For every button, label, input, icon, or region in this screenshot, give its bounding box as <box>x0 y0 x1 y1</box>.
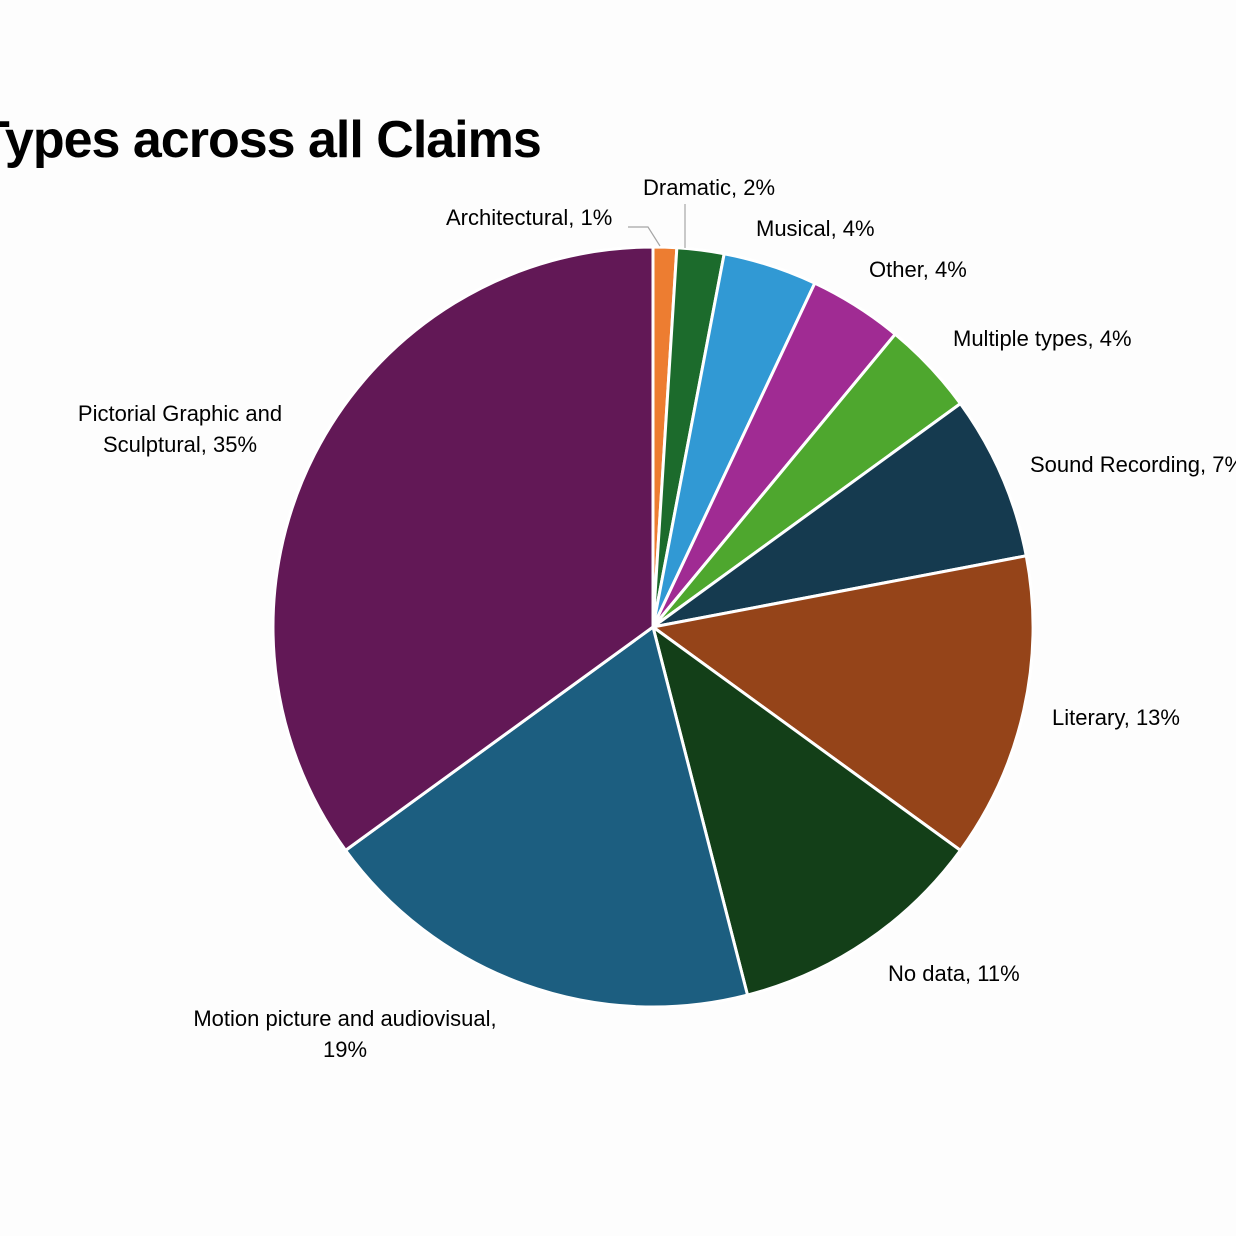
data-label-dramatic: Dramatic, 2% <box>643 175 776 200</box>
chart-title: Types across all Claims <box>0 111 542 169</box>
pie-slice-literary <box>649 554 1035 853</box>
data-label-no-data: No data, 11% <box>888 961 1020 986</box>
data-label-literary: Literary, 13% <box>1052 705 1180 730</box>
pie-slices <box>271 245 1035 1009</box>
data-label-pictorial-line2: Sculptural, 35% <box>102 432 258 457</box>
data-label-motion-picture-line2: 19% <box>322 1037 368 1062</box>
leader-lines <box>628 204 686 248</box>
data-label-multiple-types: Multiple types, 4% <box>953 326 1132 351</box>
pie-slice-sound-recording <box>652 401 1029 629</box>
pie-slice-no-data <box>650 623 963 997</box>
data-label-pictorial-line1: Pictorial Graphic and <box>77 401 283 426</box>
data-label-architectural: Architectural, 1% <box>446 205 613 230</box>
data-label-other: Other, 4% <box>869 257 967 282</box>
pie-slice-motion-picture-and-audiovisual <box>343 624 750 1009</box>
data-label-motion-picture: Motion picture and audiovisual, 19% <box>185 1003 505 1065</box>
leader-line-architectural <box>628 226 661 247</box>
data-label-musical: Musical, 4% <box>756 216 875 241</box>
data-label-motion-picture-line1: Motion picture and audiovisual, <box>193 1006 497 1031</box>
data-label-sound-recording: Sound Recording, 7% <box>1030 452 1236 477</box>
pie-slice-pictorial-graphic-and-sculptural <box>271 245 655 853</box>
data-label-pictorial: Pictorial Graphic and Sculptural, 35% <box>60 398 300 460</box>
